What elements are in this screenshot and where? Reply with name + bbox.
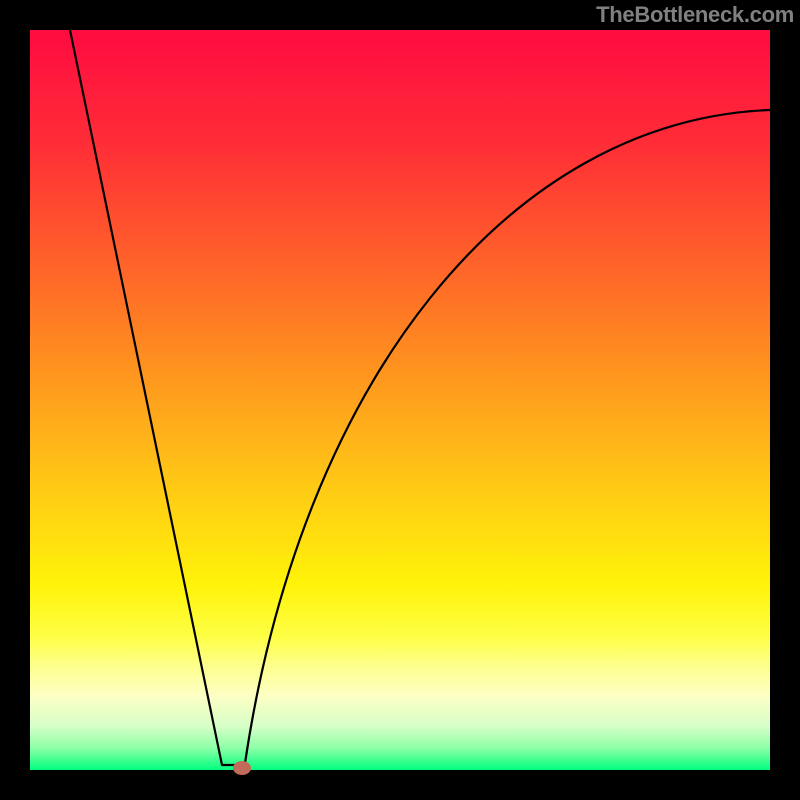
attribution-label: TheBottleneck.com [596, 0, 800, 28]
bottleneck-marker [233, 761, 251, 775]
bottleneck-chart [0, 0, 800, 800]
chart-container: TheBottleneck.com [0, 0, 800, 800]
plot-background [30, 30, 770, 770]
